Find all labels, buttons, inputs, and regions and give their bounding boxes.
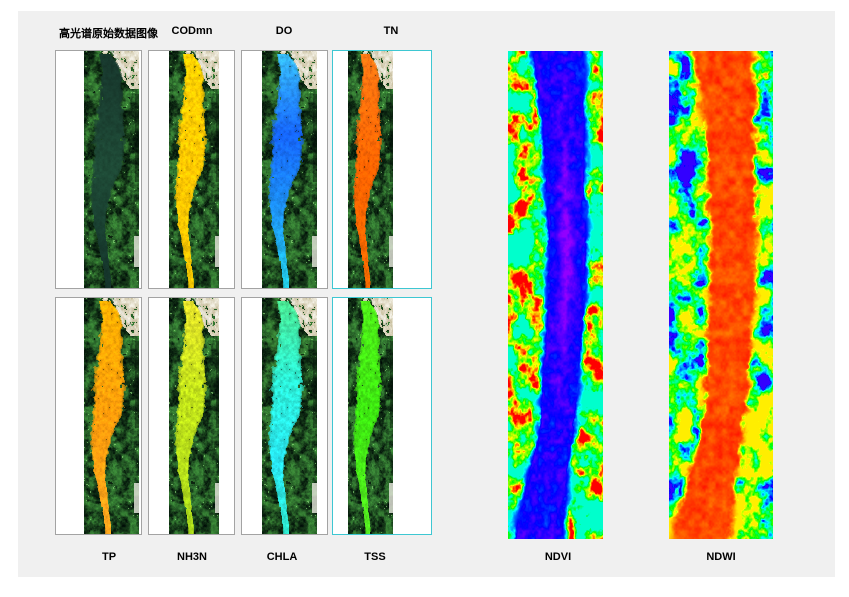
column-label-do: DO xyxy=(275,25,293,37)
panel-codmn[interactable] xyxy=(148,50,235,289)
ndvi-image xyxy=(508,51,603,539)
panel-hsi-raw[interactable] xyxy=(55,50,142,289)
figure-area: 高光谱原始数据图像 CODmn DO TN xyxy=(18,11,835,577)
panel-tp[interactable] xyxy=(55,297,142,535)
column-label-tn: TN xyxy=(383,25,399,37)
index-label-ndvi: NDVI xyxy=(544,551,572,563)
column-label-nh3n: NH3N xyxy=(177,551,207,563)
panel-ndwi[interactable] xyxy=(669,51,773,539)
hsi-raw-strip-image xyxy=(84,51,139,288)
tss-strip-image xyxy=(348,298,393,534)
panel-tn[interactable] xyxy=(332,50,432,289)
panel-chla[interactable] xyxy=(241,297,328,535)
column-label-tp: TP xyxy=(101,551,117,563)
panel-nh3n[interactable] xyxy=(148,297,235,535)
column-label-chla: CHLA xyxy=(266,551,298,563)
index-label-ndwi: NDWI xyxy=(706,551,736,563)
column-label-codmn: CODmn xyxy=(171,25,213,37)
column-label-tss: TSS xyxy=(364,551,386,563)
nh3n-strip-image xyxy=(169,298,219,534)
do-strip-image xyxy=(262,51,317,288)
codmn-strip-image xyxy=(169,51,219,288)
tp-strip-image xyxy=(84,298,139,534)
panel-tss[interactable] xyxy=(332,297,432,535)
chla-strip-image xyxy=(262,298,317,534)
ndwi-image xyxy=(669,51,773,539)
column-label-raw: 高光谱原始数据图像 xyxy=(59,28,158,40)
panel-ndvi[interactable] xyxy=(508,51,603,539)
panel-do[interactable] xyxy=(241,50,328,289)
tn-strip-image xyxy=(348,51,393,288)
